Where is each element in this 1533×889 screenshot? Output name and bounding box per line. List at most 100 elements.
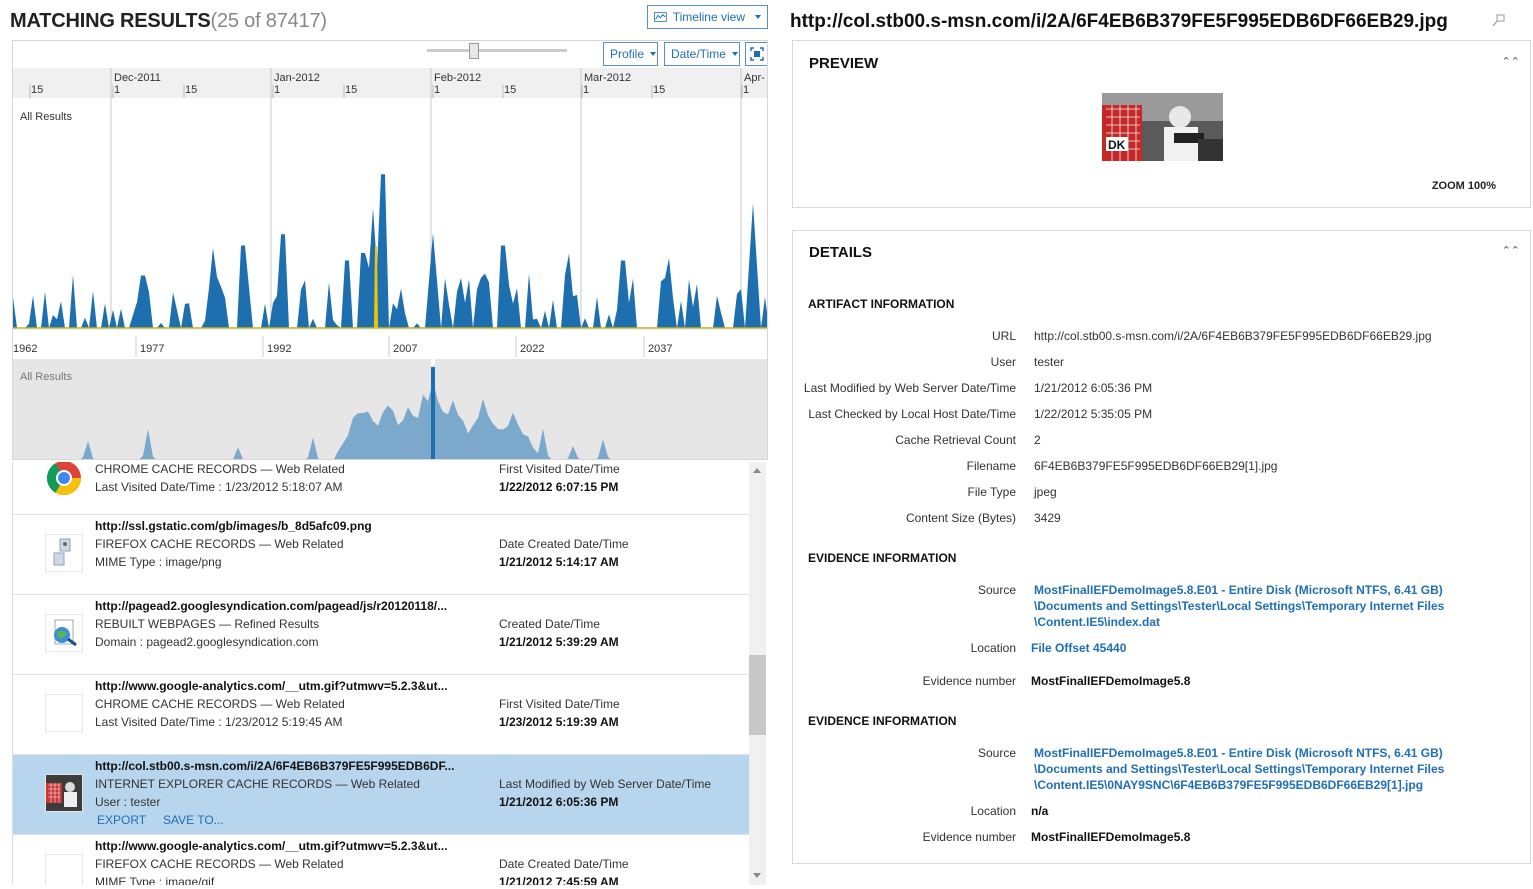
result-title: http://www.google-analytics.com/__utm.gi…	[95, 679, 448, 693]
result-title: http://ssl.gstatic.com/gb/images/b_8d5af…	[95, 519, 372, 533]
chevron-down-icon	[650, 52, 657, 56]
source-link[interactable]: MostFinalIEFDemoImage5.8.E01 - Entire Di…	[1034, 582, 1444, 630]
chevron-down-icon	[755, 15, 761, 19]
detail-url-title: http://col.stb00.s-msn.com/i/2A/6F4EB6B3…	[790, 11, 1448, 32]
preview-heading: PREVIEW	[809, 55, 879, 72]
chevron-down-icon	[731, 52, 738, 56]
day-tick-label: 1	[743, 84, 749, 96]
list-item[interactable]: http://ssl.gstatic.com/gb/images/b_8d5af…	[13, 515, 749, 595]
file-type-value: jpeg	[1034, 485, 1057, 499]
list-item-selected[interactable]: http://col.stb00.s-msn.com/i/2A/6F4EB6B3…	[13, 755, 749, 835]
result-detail: MIME Type : image/gif	[95, 875, 215, 885]
user-value: tester	[1034, 355, 1065, 369]
list-item[interactable]: http://www.google-analytics.com/__utm.gi…	[13, 835, 749, 885]
result-date-value: 1/21/2012 5:39:29 AM	[499, 635, 619, 649]
collapse-icon[interactable]: ⌃⌃	[1501, 245, 1520, 257]
filename-label: Filename	[966, 459, 1016, 473]
details-heading: DETAILS	[809, 244, 873, 261]
result-date-value: 1/21/2012 7:45:59 AM	[499, 875, 619, 885]
result-detail: User : tester	[95, 795, 161, 809]
timeline-svg: Dec-2011 Jan-2012 Feb-2012 Mar-2012 Apr- 15 1…	[13, 68, 767, 460]
timeline-chart[interactable]: Dec-2011 Jan-2012 Feb-2012 Mar-2012 Apr- 15 1…	[12, 40, 768, 460]
location-value: n/a	[1031, 804, 1049, 818]
result-source: REBUILT WEBPAGES — Refined Results	[95, 617, 320, 631]
evidence-number-label: Evidence number	[922, 674, 1016, 688]
content-size-value: 3429	[1034, 511, 1061, 525]
cache-count-label: Cache Retrieval Count	[895, 433, 1016, 447]
artifact-info-heading: ARTIFACT INFORMATION	[808, 297, 955, 311]
year-tick-label: 2007	[393, 343, 417, 355]
zoom-level: ZOOM 100%	[1431, 180, 1496, 192]
list-item[interactable]: CHROME CACHE RECORDS — Web Related Last …	[13, 462, 749, 515]
file-type-label: File Type	[967, 485, 1016, 499]
profile-dropdown[interactable]: Profile	[603, 42, 658, 66]
year-tick-label: 1962	[13, 343, 37, 355]
cache-count-value: 2	[1034, 433, 1041, 447]
month-tick-label: Mar-2012	[584, 72, 631, 84]
svg-text:DK: DK	[1108, 138, 1126, 152]
list-item[interactable]: http://www.google-analytics.com/__utm.gi…	[13, 675, 749, 755]
details-panel: DETAILS ⌃⌃	[792, 230, 1531, 864]
datetime-label: Date/Time	[671, 47, 726, 61]
result-title: http://pagead2.googlesyndication.com/pag…	[95, 599, 448, 613]
timeline-view-button[interactable]: Timeline view	[647, 5, 768, 29]
export-link[interactable]: EXPORT	[97, 813, 147, 827]
year-tick-label: 2037	[648, 343, 672, 355]
day-tick-label: 1	[274, 84, 280, 96]
pin-icon[interactable]	[1492, 14, 1506, 28]
result-title: http://www.google-analytics.com/__utm.gi…	[95, 839, 448, 853]
location-link[interactable]: File Offset 45440	[1031, 641, 1127, 655]
source-label: Source	[977, 583, 1016, 597]
zoom-slider-track[interactable]	[427, 49, 567, 52]
month-tick-label: Jan-2012	[274, 72, 320, 84]
result-date-value: 1/21/2012 5:14:17 AM	[499, 555, 619, 569]
location-label: Location	[970, 641, 1016, 655]
image-file-icon	[45, 534, 83, 572]
result-date-value: 1/23/2012 5:19:39 AM	[499, 715, 619, 729]
zoom-slider-thumb[interactable]	[469, 43, 479, 59]
result-date-value: 1/22/2012 6:07:15 PM	[499, 480, 619, 494]
month-tick-label: Dec-2011	[114, 72, 161, 84]
source-line[interactable]: MostFinalIEFDemoImage5.8.E01 - Entire Di…	[1034, 583, 1443, 597]
results-list[interactable]: CHROME CACHE RECORDS — Web Related Last …	[12, 462, 765, 885]
result-date-label: Date Created Date/Time	[499, 537, 629, 551]
profile-label: Profile	[610, 47, 645, 61]
save-to-link[interactable]: SAVE TO...	[163, 813, 224, 827]
result-date-label: Date Created Date/Time	[499, 857, 629, 871]
overview-window-handle[interactable]	[431, 359, 435, 365]
scroll-down-icon[interactable]	[753, 873, 761, 878]
source-line[interactable]: \Documents and Settings\Tester\Local Set…	[1034, 762, 1445, 776]
source-line[interactable]: \Documents and Settings\Tester\Local Set…	[1034, 599, 1445, 613]
overview-window-marker[interactable]	[431, 367, 435, 460]
scroll-up-icon[interactable]	[753, 468, 761, 473]
evidence-number-value: MostFinalIEFDemoImage5.8	[1031, 674, 1191, 688]
result-source: INTERNET EXPLORER CACHE RECORDS — Web Re…	[95, 777, 420, 791]
result-title: http://col.stb00.s-msn.com/i/2A/6F4EB6B3…	[95, 759, 455, 773]
timeline-view-label: Timeline view	[672, 10, 745, 24]
result-date-label: First Visited Date/Time	[499, 462, 620, 476]
datetime-dropdown[interactable]: Date/Time	[664, 42, 740, 66]
result-date-label: Created Date/Time	[499, 617, 600, 631]
preview-panel: PREVIEW ⌃⌃ DK ZOOM 100%	[792, 40, 1531, 208]
result-date-label: Last Modified by Web Server Date/Time	[499, 777, 712, 791]
result-detail: Last Visited Date/Time : 1/23/2012 5:18:…	[95, 480, 343, 494]
list-item[interactable]: http://pagead2.googlesyndication.com/pag…	[13, 595, 749, 675]
source-line[interactable]: MostFinalIEFDemoImage5.8.E01 - Entire Di…	[1034, 746, 1443, 760]
results-scrollbar-thumb[interactable]	[749, 655, 766, 735]
blank-file-icon	[45, 854, 83, 885]
matching-results-title: MATCHING RESULTS(25 of 87417)	[10, 10, 327, 33]
result-date-value: 1/21/2012 6:05:36 PM	[499, 795, 619, 809]
source-line[interactable]: \Content.IE5\0NAY9SNC\6F4EB6B379FE5F995E…	[1034, 778, 1424, 792]
source-line[interactable]: \Content.IE5\index.dat	[1034, 615, 1161, 629]
filename-value: 6F4EB6B379FE5F995EDB6DF66EB29[1].jpg	[1034, 459, 1278, 473]
day-tick-label: 15	[345, 84, 357, 96]
last-modified-label: Last Modified by Web Server Date/Time	[803, 381, 1016, 395]
result-date-label: First Visited Date/Time	[499, 697, 620, 711]
timeline-scale-bar	[13, 68, 767, 98]
source-link[interactable]: MostFinalIEFDemoImage5.8.E01 - Entire Di…	[1034, 745, 1444, 793]
year-tick-label: 1977	[140, 343, 164, 355]
line-chart-icon	[654, 12, 667, 22]
result-source: FIREFOX CACHE RECORDS — Web Related	[95, 537, 344, 551]
location-label: Location	[970, 804, 1016, 818]
collapse-icon[interactable]: ⌃⌃	[1501, 56, 1520, 68]
